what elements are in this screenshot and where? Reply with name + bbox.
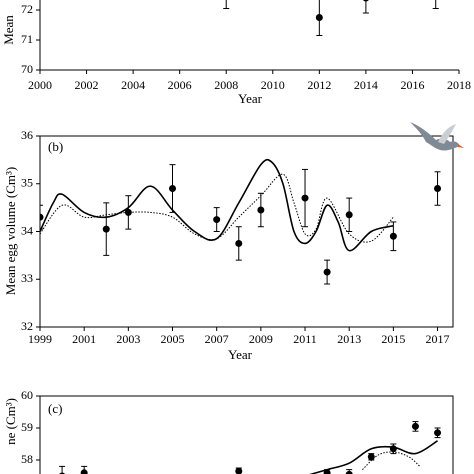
bird-icon xyxy=(410,122,464,151)
x-tick-label: 2004 xyxy=(121,78,145,92)
x-tick-label: 2011 xyxy=(293,332,317,346)
x-tick-label: 2006 xyxy=(168,78,192,92)
plot-area xyxy=(223,0,439,36)
y-tick-label: 71 xyxy=(21,32,33,46)
x-tick-label: 2003 xyxy=(116,332,140,346)
x-tick-label: 2009 xyxy=(249,332,273,346)
panel-label: (b) xyxy=(48,139,63,154)
data-point xyxy=(434,429,442,437)
data-point xyxy=(235,239,243,247)
x-tick-label: 2008 xyxy=(214,78,238,92)
data-point xyxy=(389,232,397,240)
x-tick-label: 2018 xyxy=(447,78,471,92)
y-tick-label: 33 xyxy=(21,271,33,285)
x-tick-label: 2010 xyxy=(261,78,285,92)
data-point xyxy=(363,0,369,2)
y-tick-label: 34 xyxy=(21,223,33,237)
y-tick-label: 60 xyxy=(21,388,33,402)
x-tick-label: 1999 xyxy=(28,332,52,346)
y-tick-label: 70 xyxy=(21,62,33,76)
data-point xyxy=(434,185,442,193)
plot-frame xyxy=(39,135,454,328)
bird-wing xyxy=(438,124,456,144)
data-point xyxy=(40,213,44,221)
data-point xyxy=(345,211,353,219)
plot-area xyxy=(59,421,442,474)
y-tick-label: 59 xyxy=(21,420,33,434)
data-point xyxy=(411,422,419,430)
x-tick-label: 2013 xyxy=(337,332,361,346)
x-tick-label: 2000 xyxy=(28,78,52,92)
y-tick-label: 58 xyxy=(21,452,33,466)
data-point xyxy=(323,268,331,276)
data-point xyxy=(301,194,309,202)
y-tick-label: 32 xyxy=(21,319,33,333)
x-tick-label: 2007 xyxy=(205,332,229,346)
fitted-curve xyxy=(40,158,394,252)
data-point xyxy=(124,208,132,216)
x-tick-label: 2017 xyxy=(426,332,450,346)
data-point xyxy=(367,453,375,461)
y-tick-label: 72 xyxy=(21,2,33,16)
data-point xyxy=(389,445,397,453)
plot-frame xyxy=(39,395,454,474)
x-tick-label: 2001 xyxy=(72,332,96,346)
data-point xyxy=(169,185,177,193)
bird-body xyxy=(410,122,460,151)
data-point xyxy=(213,216,221,224)
y-axis-title: Mean xyxy=(1,15,16,45)
x-tick-label: 2012 xyxy=(307,78,331,92)
data-point xyxy=(80,469,88,474)
data-point xyxy=(102,225,110,233)
x-tick-label: 2015 xyxy=(381,332,405,346)
data-point xyxy=(323,469,331,474)
x-tick-label: 2005 xyxy=(161,332,185,346)
data-point xyxy=(345,470,353,474)
y-axis-title: Mean egg volume (Cm³) xyxy=(3,167,18,295)
x-tick-label: 2002 xyxy=(75,78,99,92)
y-tick-label: 36 xyxy=(21,128,33,142)
y-axis-title: ne (Cm³) xyxy=(3,398,18,445)
x-tick-label: 2014 xyxy=(354,78,378,92)
data-point xyxy=(235,467,243,474)
y-tick-label: 35 xyxy=(21,176,33,190)
x-axis-title: Year xyxy=(228,347,253,362)
x-tick-label: 2016 xyxy=(400,78,424,92)
data-point xyxy=(315,14,323,21)
data-point xyxy=(257,206,265,214)
plot-area xyxy=(40,158,442,285)
x-axis-title: Year xyxy=(238,91,263,106)
bird-beak xyxy=(458,144,464,148)
panel-label: (c) xyxy=(48,401,62,416)
